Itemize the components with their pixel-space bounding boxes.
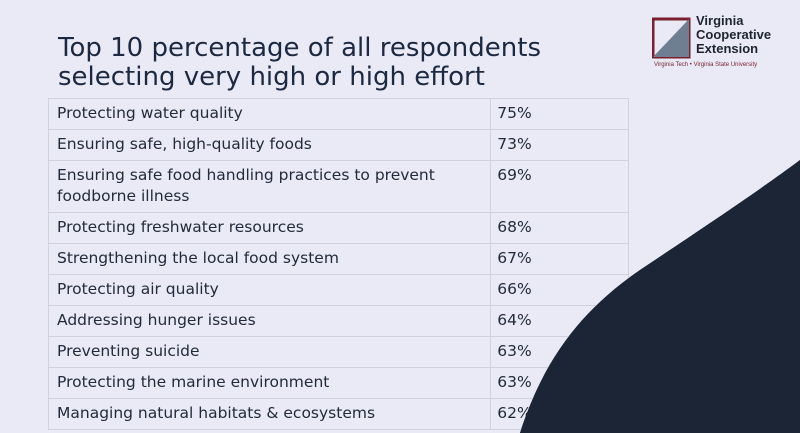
logo-line-3: Extension: [696, 41, 759, 56]
row-label: Managing natural habitats & ecosystems: [47, 398, 492, 430]
table-row: Protecting freshwater resources 68%: [47, 212, 629, 244]
row-label: Addressing hunger issues: [47, 305, 492, 337]
table-row: Ensuring safe, high-quality foods 73%: [47, 129, 629, 161]
row-value: 64%: [490, 305, 629, 337]
row-label: Preventing suicide: [47, 336, 492, 368]
logo-line-1: Virginia: [696, 13, 744, 28]
row-label: Protecting water quality: [47, 98, 492, 130]
logo-text: Virginia Cooperative Extension: [696, 14, 771, 56]
vce-logo: Virginia Cooperative Extension Virginia …: [652, 14, 792, 70]
row-value: 75%: [490, 98, 629, 130]
logo-line-2: Cooperative: [696, 27, 772, 42]
row-label: Protecting air quality: [47, 274, 492, 306]
logo-subtitle: Virginia Tech • Virginia State Universit…: [654, 62, 758, 68]
table-row: Strengthening the local food system 67%: [47, 243, 629, 275]
table-row: Preventing suicide 63%: [47, 336, 629, 368]
row-label: Strengthening the local food system: [47, 243, 492, 275]
row-value: 68%: [490, 212, 629, 244]
row-label: Protecting the marine environment: [47, 367, 492, 399]
table-row: Protecting air quality 66%: [47, 274, 629, 306]
row-value: 73%: [490, 129, 629, 161]
row-value: 63%: [490, 367, 629, 399]
table-row: Protecting water quality 75%: [47, 98, 629, 130]
row-value: 67%: [490, 243, 629, 275]
table-row: Managing natural habitats & ecosystems 6…: [47, 398, 629, 430]
table-row: Addressing hunger issues 64%: [47, 305, 629, 337]
row-value: 62%: [490, 398, 629, 430]
row-value: 63%: [490, 336, 629, 368]
effort-table: Protecting water quality 75% Ensuring sa…: [47, 98, 629, 430]
slide-title: Top 10 percentage of all respondents sel…: [58, 33, 542, 92]
row-label: Ensuring safe food handling practices to…: [47, 160, 492, 213]
table-row: Ensuring safe food handling practices to…: [47, 160, 629, 213]
row-value: 69%: [490, 160, 629, 213]
vce-logo-mark-icon: [652, 17, 691, 59]
row-label: Ensuring safe, high-quality foods: [47, 129, 492, 161]
row-value: 66%: [490, 274, 629, 306]
row-label: Protecting freshwater resources: [47, 212, 492, 244]
table-row: Protecting the marine environment 63%: [47, 367, 629, 399]
